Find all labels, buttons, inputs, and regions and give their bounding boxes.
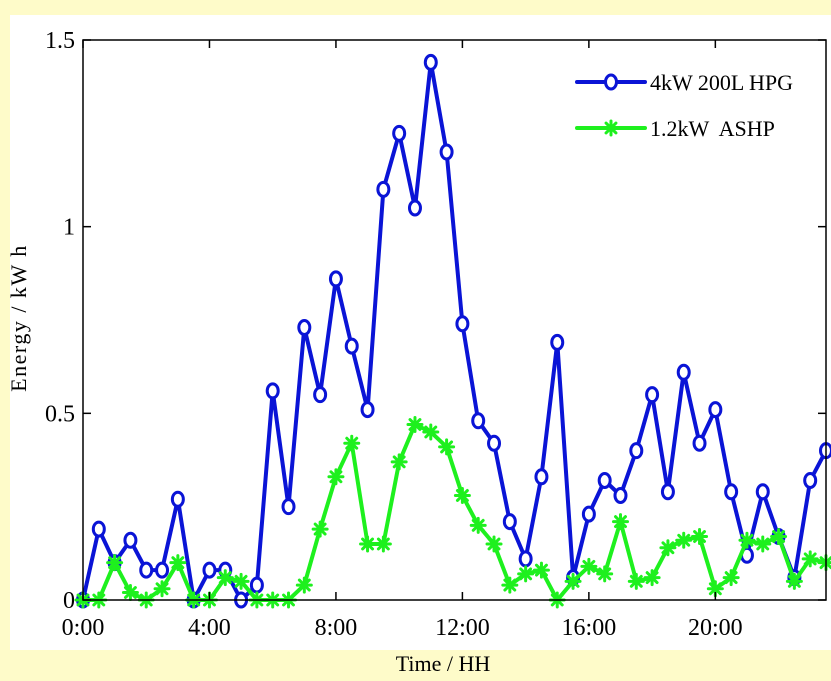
data-point [631,444,642,458]
data-point [471,518,485,532]
data-point [345,436,359,450]
data-point [171,556,185,570]
data-point [805,474,816,488]
data-point [803,552,817,566]
data-point [519,567,533,581]
data-point [251,578,262,592]
data-point [346,339,357,353]
data-point [661,541,675,555]
data-point [155,582,169,596]
data-point [756,537,770,551]
x-tick-label: 8:00 [315,615,358,641]
data-point [172,492,183,506]
data-point [204,563,215,577]
legend-label: 4kW 200L HPG [650,70,793,95]
data-point [409,201,420,215]
x-tick-label: 12:00 [435,615,490,641]
data-point [440,440,454,454]
data-point [424,425,438,439]
data-point [520,552,531,566]
data-point [583,507,594,521]
data-point [376,537,390,551]
data-point [330,272,341,286]
data-point [125,533,136,547]
data-point [613,515,627,529]
data-point [724,571,738,585]
data-point [157,563,168,577]
y-axis-label: Energy / kW h [6,244,31,392]
data-point [455,488,469,502]
data-point [629,574,643,588]
x-axis-label: Time / HH [396,651,491,676]
data-point [504,515,515,529]
data-point [694,436,705,450]
data-point [315,388,326,402]
x-tick-label: 4:00 [188,615,231,641]
legend-label: 1.2kW ASHP [650,116,775,141]
data-point [141,563,152,577]
data-point [313,522,327,536]
data-point [267,384,278,398]
data-point [297,578,311,592]
data-point [598,567,612,581]
data-point [361,537,375,551]
data-point [473,414,484,428]
data-point [108,556,122,570]
data-point [647,388,658,402]
data-point [677,533,691,547]
y-tick-label: 0 [63,588,75,614]
data-point [662,485,673,499]
plot-area [10,15,831,650]
data-point [678,365,689,379]
data-point [218,571,232,585]
data-point [819,556,831,570]
data-point [552,335,563,349]
data-point [489,436,500,450]
data-point [757,485,768,499]
x-tick-label: 20:00 [688,615,743,641]
data-point [772,530,786,544]
x-tick-label: 16:00 [562,615,617,641]
data-point [441,145,452,159]
data-point [566,574,580,588]
y-tick-label: 0.5 [45,401,75,427]
data-point [536,470,547,484]
data-point [740,533,754,547]
data-point [726,485,737,499]
data-point [283,500,294,514]
data-point [487,537,501,551]
legend-marker [606,75,617,89]
data-point [408,418,422,432]
data-point [710,403,721,417]
x-tick-label: 0:00 [62,615,105,641]
data-point [693,530,707,544]
y-tick-label: 1.5 [45,28,75,54]
data-point [392,455,406,469]
data-point [425,55,436,69]
data-point [645,571,659,585]
data-point [299,320,310,334]
data-point [378,182,389,196]
data-point [234,574,248,588]
data-point [362,403,373,417]
data-point [534,563,548,577]
data-point [582,559,596,573]
data-point [599,474,610,488]
legend-marker [604,121,618,135]
y-tick-label: 1 [63,215,75,241]
data-point [93,522,104,536]
data-point [123,586,137,600]
data-point [329,470,343,484]
data-point [394,126,405,140]
data-point [787,574,801,588]
data-point [503,578,517,592]
data-point [615,488,626,502]
data-point [457,317,468,331]
